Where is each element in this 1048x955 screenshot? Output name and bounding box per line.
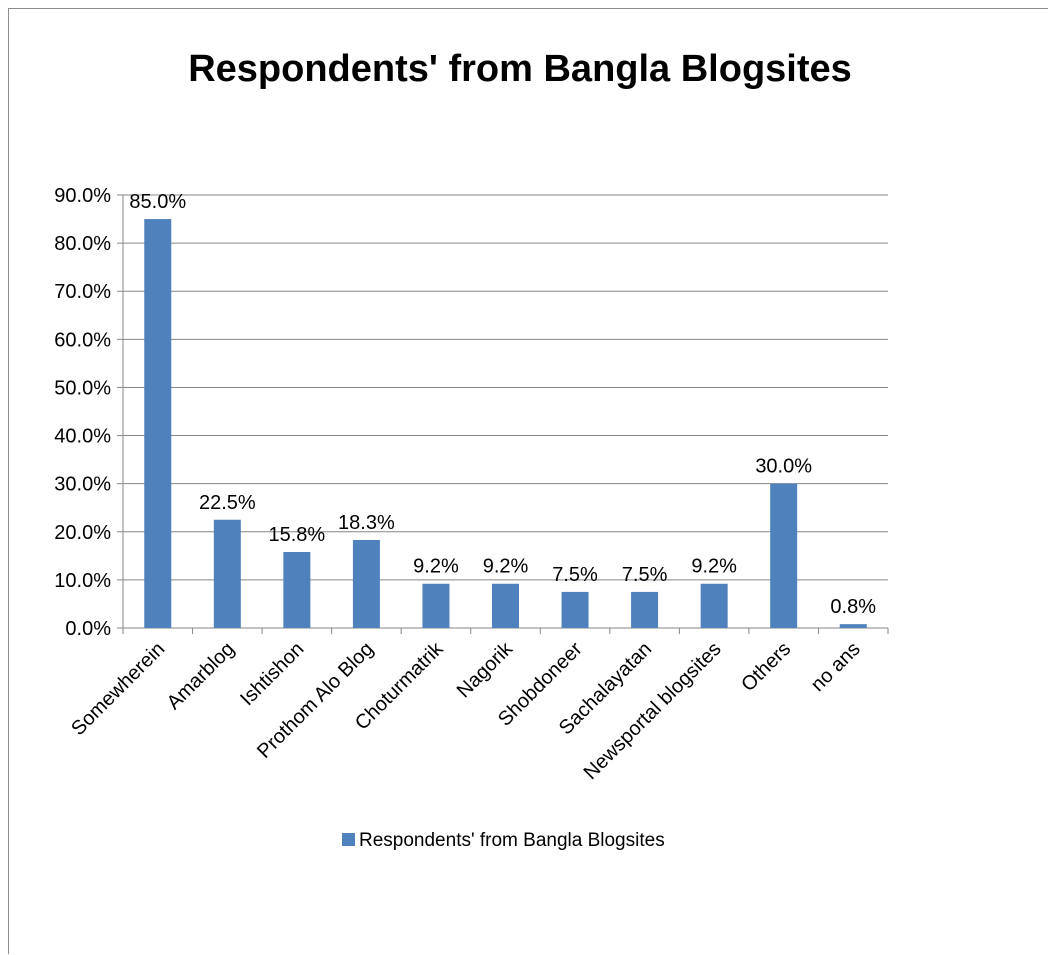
bar-chart: Respondents' from Bangla Blogsites 85.0%… [54, 48, 889, 851]
x-tick-label: Newsportal blogsites [580, 638, 726, 784]
bar [422, 583, 450, 628]
bar [352, 539, 380, 628]
y-tick-label: 90.0% [54, 185, 111, 207]
x-tick-label: Somewherein [67, 638, 169, 740]
data-label: 22.5% [199, 492, 256, 514]
y-tick-label: 10.0% [54, 570, 111, 592]
chart-title: Respondents' from Bangla Blogsites [188, 48, 852, 90]
data-label: 9.2% [483, 556, 529, 578]
bars [144, 219, 867, 629]
x-tick-label: Ishtishon [236, 638, 308, 710]
data-label: 7.5% [552, 564, 598, 586]
data-label: 15.8% [269, 524, 326, 546]
bar [144, 219, 172, 629]
x-tick-label: no ans [807, 638, 865, 696]
data-label: 9.2% [691, 556, 737, 578]
legend-label: Respondents' from Bangla Blogsites [359, 830, 665, 851]
bar [283, 551, 311, 628]
bar [700, 583, 728, 628]
y-tick-label: 60.0% [54, 329, 111, 351]
bar [492, 583, 519, 628]
data-label: 0.8% [830, 596, 876, 618]
data-label: 7.5% [622, 564, 668, 586]
gridlines [123, 194, 888, 581]
y-tick-label: 80.0% [54, 233, 111, 255]
chart-frame: Respondents' from Bangla Blogsites 85.0%… [8, 8, 1048, 954]
x-tick-label: Others [737, 638, 795, 696]
data-label: 18.3% [338, 512, 395, 534]
x-tick-label: Nagorik [453, 637, 518, 702]
y-tick-label: 40.0% [54, 426, 111, 448]
data-labels: 85.0% 22.5% 15.8% 18.3% 9.2% 9.2% 7.5% 7.5% 9.2%… [129, 191, 876, 618]
y-tick-label: 70.0% [54, 281, 111, 303]
bar [770, 483, 798, 628]
legend-swatch [342, 833, 355, 846]
bar [631, 591, 659, 628]
x-tick-label: Amarblog [163, 638, 239, 714]
legend: Respondents' from Bangla Blogsites [342, 830, 665, 851]
bar [839, 624, 867, 628]
data-label: 9.2% [413, 556, 459, 578]
y-tick-label: 50.0% [54, 377, 111, 399]
x-tick-label: Prothom Alo Blog [253, 638, 378, 763]
data-label: 30.0% [755, 456, 812, 478]
y-tick-label: 30.0% [54, 474, 111, 496]
y-tick-label: 20.0% [54, 522, 111, 544]
bar [213, 519, 241, 628]
y-tick-label: 0.0% [65, 618, 111, 640]
y-tick-labels: 0.0% 10.0% 20.0% 30.0% 40.0% 50.0% 60.0% 70.0% 8… [54, 185, 111, 640]
data-label: 85.0% [129, 191, 186, 213]
bar [561, 591, 589, 628]
